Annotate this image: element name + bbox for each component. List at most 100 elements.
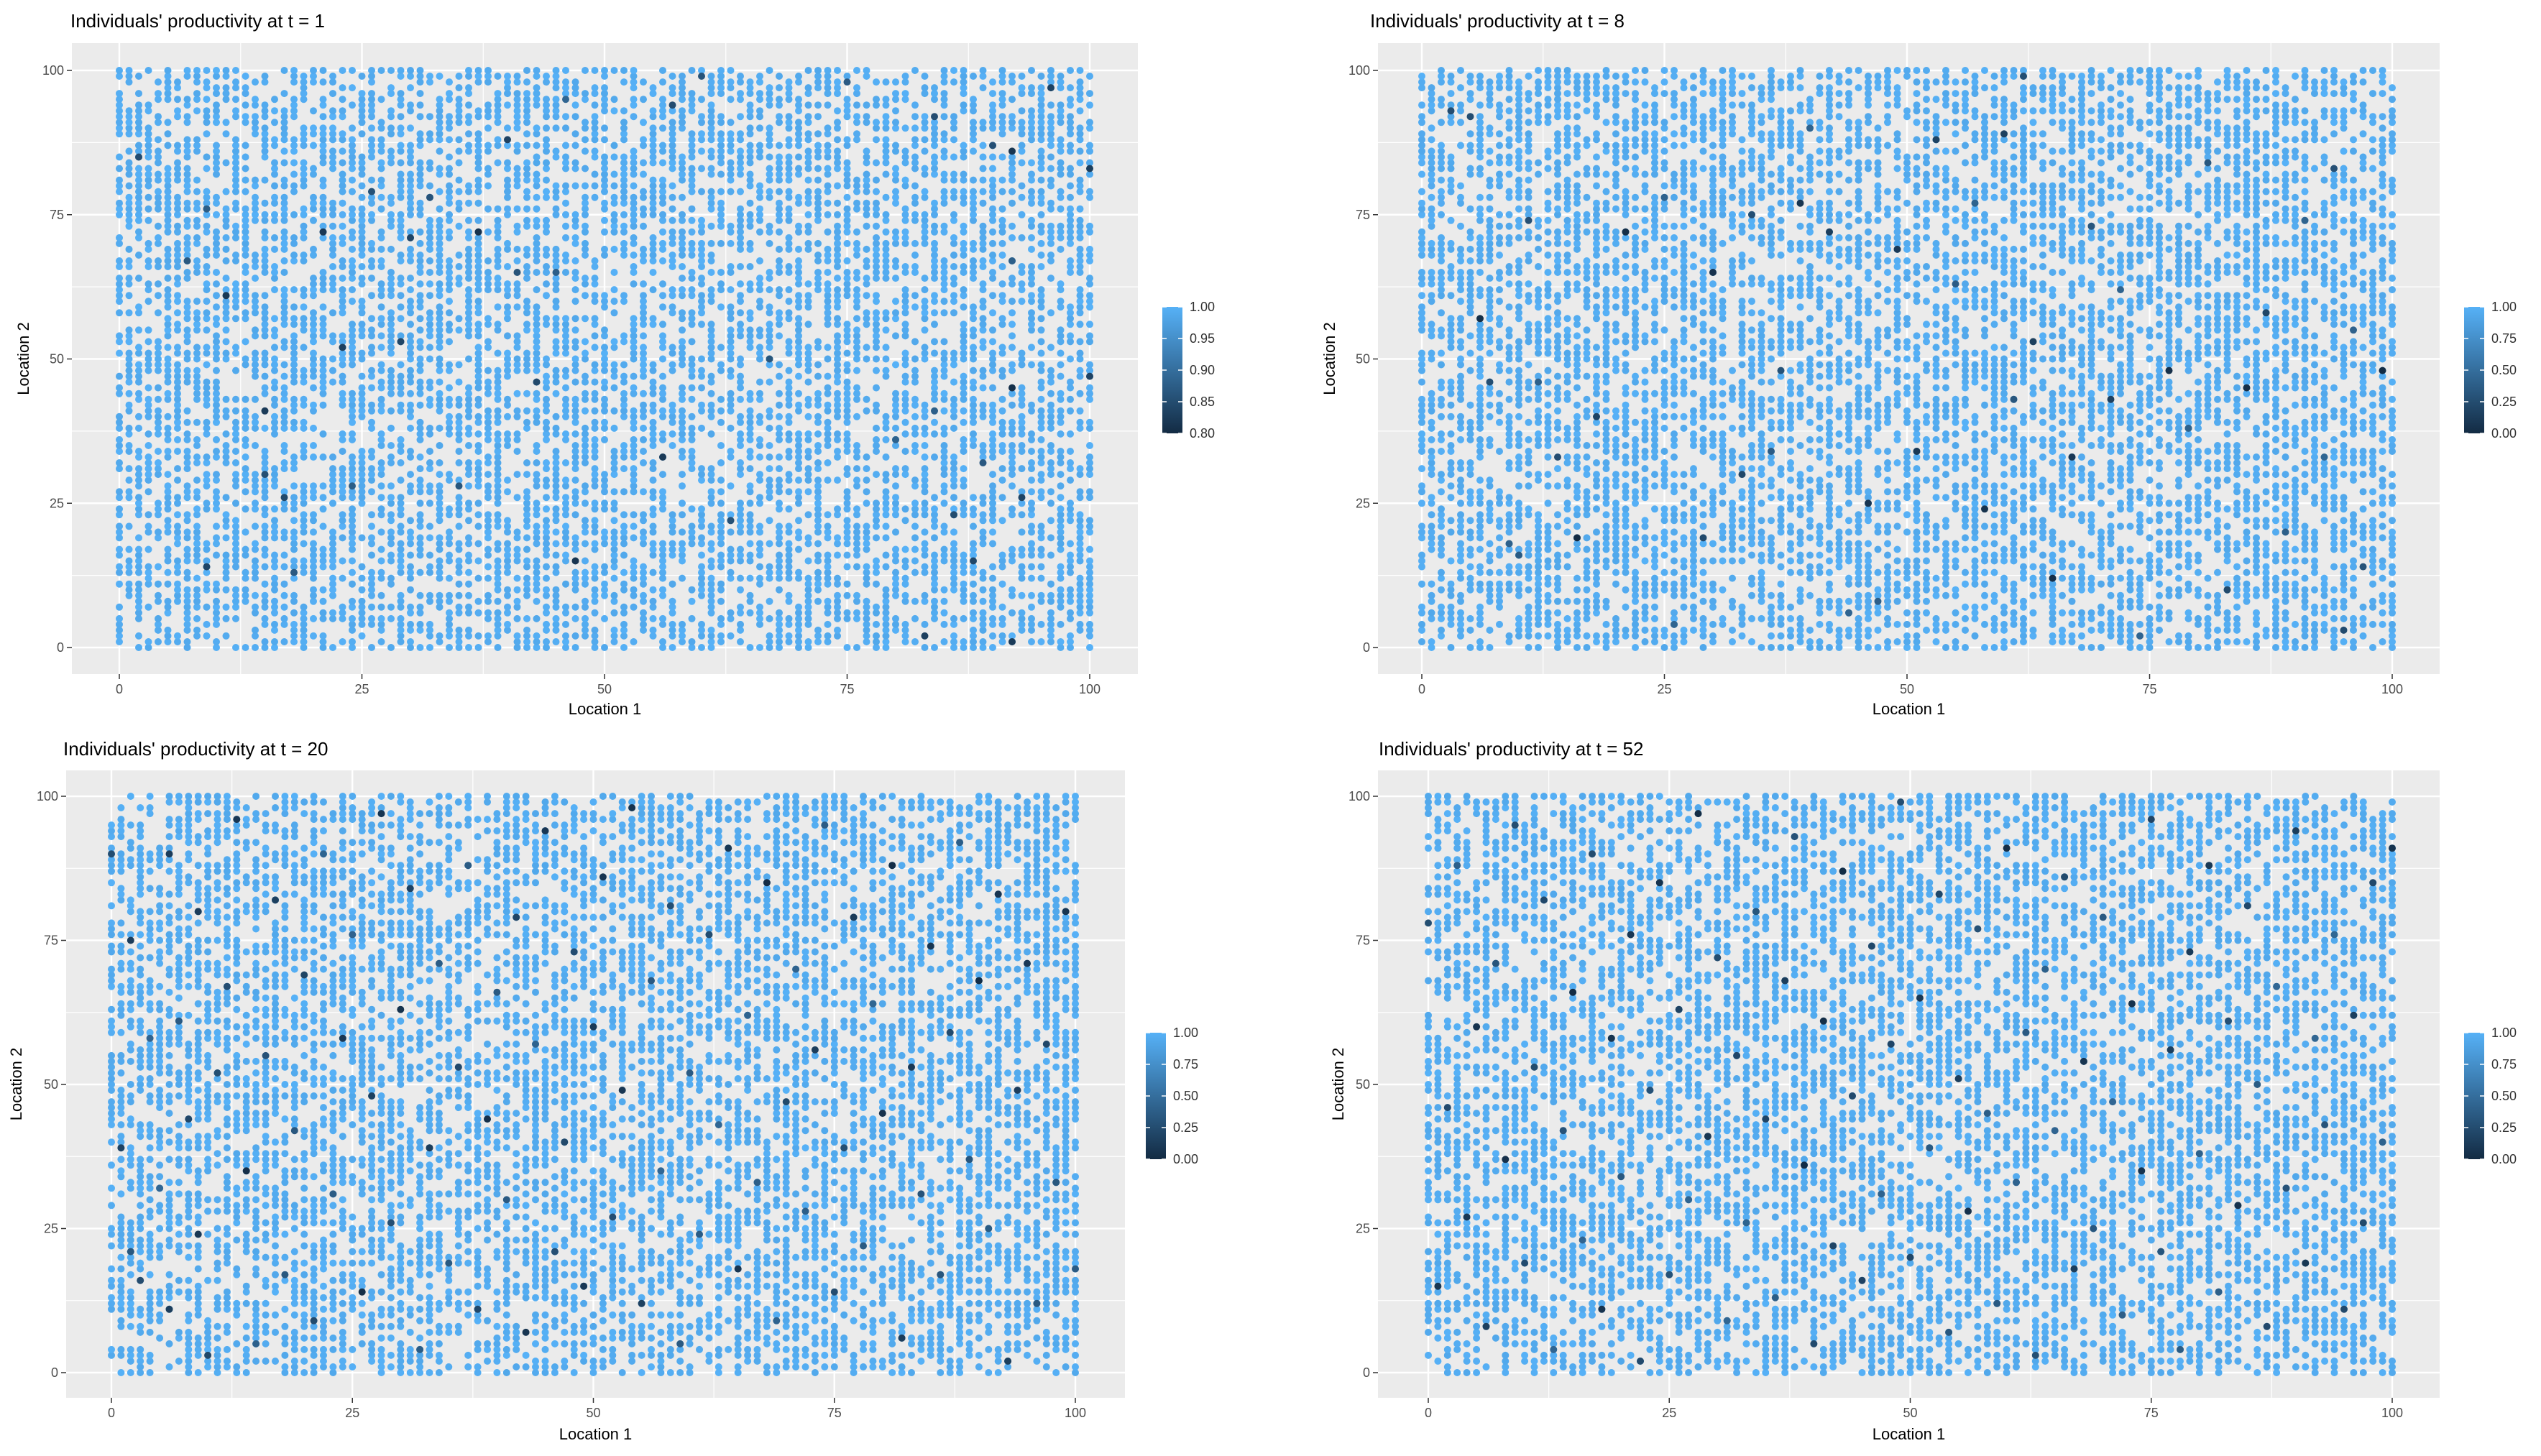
- data-point: [183, 448, 191, 455]
- data-point: [397, 557, 405, 565]
- data-point: [814, 568, 822, 576]
- data-point: [824, 182, 832, 190]
- data-point: [144, 257, 152, 264]
- data-point: [329, 332, 336, 340]
- data-point: [135, 499, 142, 507]
- data-point: [416, 367, 424, 374]
- data-point: [319, 638, 327, 645]
- data-point: [290, 96, 298, 103]
- data-point: [387, 407, 395, 415]
- data-point: [203, 252, 211, 259]
- data-point: [280, 551, 288, 559]
- data-point: [640, 280, 647, 288]
- data-point: [261, 257, 269, 264]
- data-point: [843, 96, 851, 103]
- data-point: [436, 568, 444, 576]
- data-point: [785, 614, 793, 622]
- data-point: [193, 418, 201, 426]
- data-point: [446, 505, 453, 513]
- data-point: [232, 315, 239, 323]
- data-point: [640, 188, 647, 195]
- data-point: [668, 216, 676, 224]
- data-point: [853, 315, 860, 323]
- data-point: [911, 193, 919, 201]
- data-point: [135, 395, 142, 403]
- data-point: [125, 182, 133, 190]
- data-point: [319, 234, 327, 241]
- data-point: [513, 170, 521, 178]
- data-point: [776, 199, 783, 207]
- data-point: [814, 551, 822, 559]
- data-point: [543, 563, 550, 571]
- data-point: [582, 557, 589, 565]
- data-point: [533, 159, 541, 167]
- data-point: [484, 436, 492, 443]
- data-point: [465, 234, 472, 241]
- data-point: [571, 430, 579, 438]
- data-point: [213, 395, 220, 403]
- data-point: [649, 361, 657, 369]
- data-point: [513, 448, 521, 455]
- data-point: [494, 459, 502, 466]
- data-point: [329, 453, 336, 461]
- data-point: [446, 78, 453, 86]
- data-point: [116, 534, 123, 542]
- data-point: [300, 511, 308, 519]
- data-point: [368, 522, 375, 530]
- data-point: [416, 488, 424, 496]
- data-point: [630, 159, 638, 167]
- data-point: [620, 413, 628, 420]
- data-point: [339, 263, 346, 270]
- data-point: [222, 338, 230, 346]
- data-point: [349, 355, 356, 363]
- data-point: [571, 574, 579, 582]
- data-point: [882, 534, 890, 542]
- data-point: [717, 170, 725, 178]
- data-point: [300, 257, 308, 264]
- data-point: [533, 338, 541, 346]
- data-point: [882, 563, 890, 571]
- data-point: [174, 413, 181, 420]
- data-point: [164, 545, 172, 553]
- data-point: [494, 471, 502, 479]
- data-point: [290, 465, 298, 473]
- data-point: [222, 430, 230, 438]
- data-point: [203, 107, 211, 115]
- data-point: [174, 263, 181, 270]
- data-point: [222, 159, 230, 167]
- data-point: [756, 471, 763, 479]
- data-point: [882, 551, 890, 559]
- data-point: [630, 101, 638, 109]
- data-point: [193, 586, 201, 594]
- data-point: [319, 401, 327, 409]
- data-point: [252, 326, 259, 334]
- data-point: [329, 205, 336, 213]
- data-point: [950, 395, 957, 403]
- data-point: [397, 147, 405, 155]
- data-point: [465, 390, 472, 397]
- data-point: [436, 222, 444, 230]
- data-point: [455, 494, 463, 502]
- data-point: [640, 534, 647, 542]
- data-point: [436, 367, 444, 374]
- data-point: [116, 626, 123, 634]
- data-point: [252, 632, 259, 640]
- data-point: [484, 113, 492, 121]
- data-point: [183, 315, 191, 323]
- data-point: [310, 574, 317, 582]
- data-point: [116, 545, 123, 553]
- data-point: [746, 199, 754, 207]
- data-point: [484, 384, 492, 392]
- data-point: [280, 147, 288, 155]
- data-point: [484, 418, 492, 426]
- data-point: [610, 551, 618, 559]
- data-point: [484, 257, 492, 264]
- data-point: [339, 603, 346, 611]
- data-point: [940, 586, 948, 594]
- data-point: [853, 176, 860, 184]
- data-point: [640, 96, 647, 103]
- data-point: [659, 332, 666, 340]
- data-point: [465, 130, 472, 138]
- data-point: [387, 534, 395, 542]
- data-point: [319, 586, 327, 594]
